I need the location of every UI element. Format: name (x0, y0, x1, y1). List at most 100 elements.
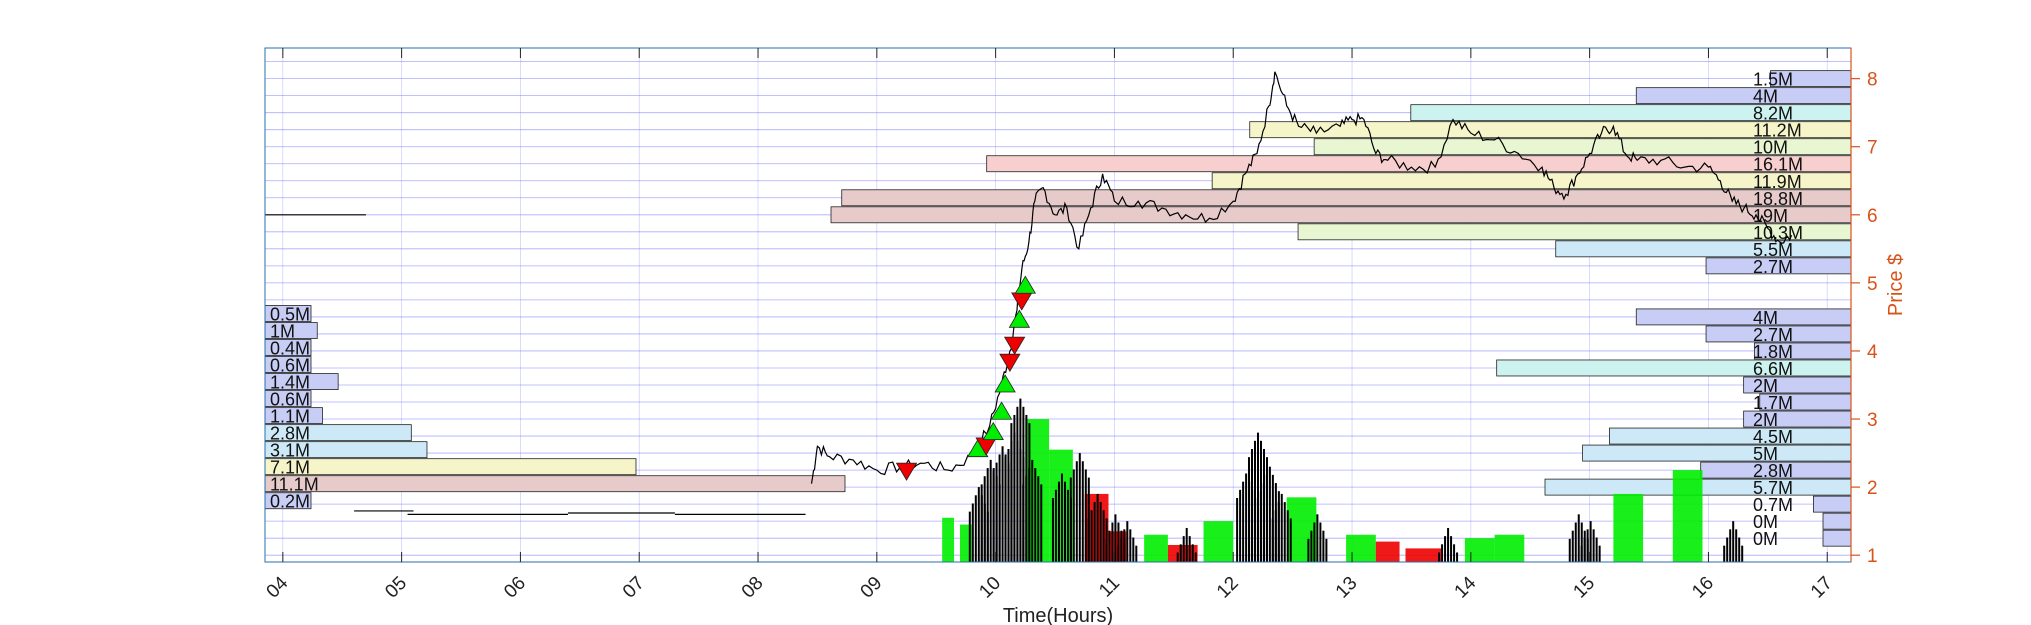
volume-spike (1090, 510, 1093, 562)
volume-profile-label: 1M (270, 322, 295, 342)
volume-profile-bar (1496, 359, 1852, 377)
trade-markers (895, 275, 1037, 481)
volume-spike (1117, 545, 1120, 562)
x-tick-label: 14 (1451, 572, 1481, 602)
sell-marker (1011, 292, 1033, 311)
volume-spike (1114, 514, 1117, 562)
volume-profile-label: 1.7M (1753, 393, 1793, 413)
volume-spike (1245, 473, 1248, 562)
volume-spike (1319, 522, 1322, 562)
buy-marker (982, 421, 1004, 441)
volume-spike (1066, 489, 1069, 562)
volume-spike (1176, 552, 1179, 562)
volume-profile-label: 11.2M (1753, 121, 1802, 141)
volume-profile-bar (1635, 87, 1852, 105)
volume-spike (1250, 448, 1253, 562)
volume-profile-label: 0.2M (270, 492, 310, 512)
x-tick-label: 04 (263, 572, 293, 602)
volume-spike (1453, 544, 1456, 562)
volume-spike (1262, 483, 1265, 562)
volume-spike (1316, 514, 1319, 562)
volume-bar (1405, 548, 1442, 562)
volume-spike (1084, 469, 1087, 562)
volume-spike (1129, 529, 1132, 562)
volume-profile-label: 0M (1753, 512, 1778, 532)
volume-spike (1182, 536, 1185, 562)
volume-profile-bar (1822, 512, 1852, 530)
volume-profile-label: 11.1M (270, 475, 319, 495)
volume-spike (1438, 552, 1441, 562)
volume-spike (1568, 538, 1571, 562)
x-axis-label: Time(Hours) (1003, 605, 1113, 625)
volume-spike (1031, 459, 1034, 562)
y-tick-label: 2 (1867, 478, 1878, 499)
volume-bar (1613, 493, 1644, 562)
volume-spike (1078, 453, 1081, 562)
volume-bar (1672, 470, 1703, 562)
volume-spike (1111, 522, 1114, 562)
volume-spike (968, 511, 971, 562)
volume-spike (1289, 518, 1292, 562)
x-tick-label: 16 (1688, 573, 1718, 603)
volume-spike (1239, 489, 1242, 562)
volume-spike (989, 459, 992, 562)
volume-spike (1256, 432, 1259, 562)
volume-profile-label: 1.1M (270, 407, 310, 427)
x-tick-label: 13 (1332, 573, 1362, 603)
x-tick-label: 10 (975, 573, 1005, 603)
volume-profile-label: 19M (1753, 206, 1788, 226)
volume-spike (1010, 423, 1013, 562)
volume-profile-label: 3.1M (270, 441, 310, 461)
volume-spike (1729, 529, 1732, 562)
x-tick-label: 06 (500, 573, 530, 603)
volume-spike (1236, 498, 1239, 562)
volume-profile-label: 10M (1753, 138, 1788, 158)
volume-profile-label: 5.7M (1753, 478, 1793, 498)
x-tick-label: 09 (857, 573, 887, 603)
volume-bar (1144, 534, 1168, 562)
volume-spike (1322, 530, 1325, 562)
x-tick-label: 08 (738, 573, 768, 603)
y-tick-label: 8 (1867, 70, 1878, 91)
volume-profile-label: 0.7M (1753, 495, 1793, 515)
volume-profile-label: 2.7M (1753, 325, 1793, 345)
y-tick-label: 4 (1867, 342, 1878, 363)
volume-spike (1450, 536, 1453, 562)
volume-profile-bar (830, 206, 1852, 224)
volume-spike (1051, 498, 1054, 562)
volume-profile-label: 2M (1753, 376, 1778, 396)
volume-profile-label: 7.1M (270, 458, 310, 478)
volume-spike (1022, 484, 1025, 562)
volume-spike (1016, 406, 1019, 562)
volume-profile-label: 1.8M (1753, 342, 1793, 362)
volume-spike (1325, 538, 1328, 562)
volume-spike (1007, 448, 1010, 562)
volume-spike (1093, 502, 1096, 562)
y-axis-label: Price $ (1885, 254, 1907, 316)
volume-spike (1732, 521, 1735, 562)
volume-bars (942, 398, 1744, 562)
volume-spike (1253, 440, 1256, 562)
volume-profile-label: 0.6M (270, 356, 310, 376)
volume-spike (1081, 461, 1084, 562)
x-tick-label: 07 (619, 573, 649, 603)
volume-spike (1580, 522, 1583, 562)
volume-bar (1464, 538, 1495, 562)
volume-spike (1735, 529, 1738, 562)
volume-spike (1738, 537, 1741, 562)
volume-spike (1580, 545, 1583, 562)
volume-bar (1494, 534, 1525, 562)
volume-bar (1203, 521, 1234, 562)
volume-spike (1259, 491, 1262, 562)
volume-spike (1574, 522, 1577, 562)
volume-spike (1283, 502, 1286, 562)
y-tick-label: 6 (1867, 206, 1878, 227)
volume-spike (1571, 530, 1574, 562)
volume-bar (942, 517, 955, 562)
volume-spike (1025, 476, 1028, 562)
volume-spike (1040, 484, 1043, 562)
volume-profile-label: 2M (1753, 410, 1778, 430)
volume-spike (1072, 469, 1075, 562)
volume-spike (1598, 545, 1601, 562)
volume-spike (1057, 481, 1060, 562)
